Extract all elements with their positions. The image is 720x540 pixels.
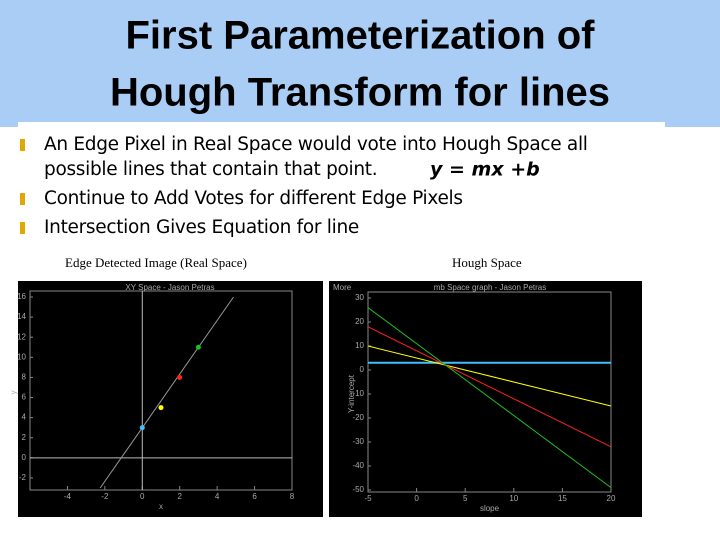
y-tick-label: 30 xyxy=(355,293,364,302)
edge-pixel xyxy=(195,344,201,350)
x-tick-label: 10 xyxy=(509,494,518,503)
y-tick-label: -10 xyxy=(352,389,364,398)
x-tick-label: 20 xyxy=(607,494,616,503)
x-axis-label: x xyxy=(159,502,163,511)
y-axis-label: Y-intercept xyxy=(347,374,356,413)
plot-title: XY Space - Jason Petras xyxy=(125,283,214,292)
y-tick-label: 4 xyxy=(22,413,27,422)
bullet-marker xyxy=(20,193,25,205)
menu-label: More xyxy=(333,283,352,292)
x-tick-label: 15 xyxy=(558,494,567,503)
vote-line xyxy=(367,307,612,489)
bullet-text: Intersection Gives Equation for line xyxy=(44,217,359,238)
title-line: Hough Transform for lines xyxy=(110,71,610,115)
x-axis-label: slope xyxy=(480,504,500,513)
bullet-marker xyxy=(20,139,25,151)
plot-image xyxy=(329,281,642,517)
edge-pixel xyxy=(139,425,145,431)
y-tick-label: 0 xyxy=(22,453,27,462)
bullet-text: possible lines that contain that point. xyxy=(44,159,377,180)
edge-pixel xyxy=(158,405,164,411)
bullet-marker xyxy=(20,222,25,234)
y-tick-label: 20 xyxy=(355,317,364,326)
y-tick-label: -50 xyxy=(352,485,364,494)
x-tick-label: 6 xyxy=(252,492,257,501)
figure-caption: Hough Space xyxy=(452,255,522,270)
edge-pixel xyxy=(177,374,183,380)
y-tick-label: 12 xyxy=(17,332,26,341)
y-tick-label: -2 xyxy=(19,473,27,482)
y-tick-label: -40 xyxy=(352,461,364,470)
plots: XY Space - Jason Petras-4 -2 0 2 4 6 8-2024681… xyxy=(9,283,616,513)
y-tick-label: -30 xyxy=(352,437,364,446)
x-tick-label: 2 xyxy=(177,492,182,501)
y-tick-label: 10 xyxy=(17,352,26,361)
vote-line xyxy=(367,345,612,407)
y-tick-label: -20 xyxy=(352,413,364,422)
vote-line xyxy=(367,326,612,448)
x-tick-label: 4 xyxy=(215,492,220,501)
y-tick-label: 8 xyxy=(22,373,27,382)
title-line: First Parameterization of xyxy=(125,14,595,58)
bullet-text: Continue to Add Votes for different Edge… xyxy=(44,188,463,209)
x-tick-label: 0 xyxy=(140,492,145,501)
y-tick-label: 2 xyxy=(22,433,27,442)
plot-image xyxy=(18,281,323,517)
y-tick-label: 0 xyxy=(360,365,365,374)
edge-line xyxy=(99,296,234,489)
x-tick-label: 8 xyxy=(290,492,295,501)
equation: y = mx +b xyxy=(430,159,540,181)
x-tick-label: 0 xyxy=(414,494,419,503)
y-tick-label: 6 xyxy=(22,393,27,402)
title-band xyxy=(0,0,720,127)
x-tick-label: -4 xyxy=(64,492,72,501)
y-tick-label: 16 xyxy=(17,292,26,301)
bullet-text: An Edge Pixel in Real Space would vote i… xyxy=(44,134,588,155)
y-axis-label: y xyxy=(9,391,18,395)
y-tick-label: 14 xyxy=(17,312,26,321)
y-tick-label: 10 xyxy=(355,341,364,350)
x-tick-label: 5 xyxy=(463,494,468,503)
figure-caption: Edge Detected Image (Real Space) xyxy=(65,255,247,270)
plot-title: mb Space graph - Jason Petras xyxy=(434,283,547,292)
x-tick-label: -5 xyxy=(364,494,372,503)
axes-frame xyxy=(367,291,612,493)
axes-frame xyxy=(29,290,293,491)
x-tick-label: -2 xyxy=(101,492,109,501)
